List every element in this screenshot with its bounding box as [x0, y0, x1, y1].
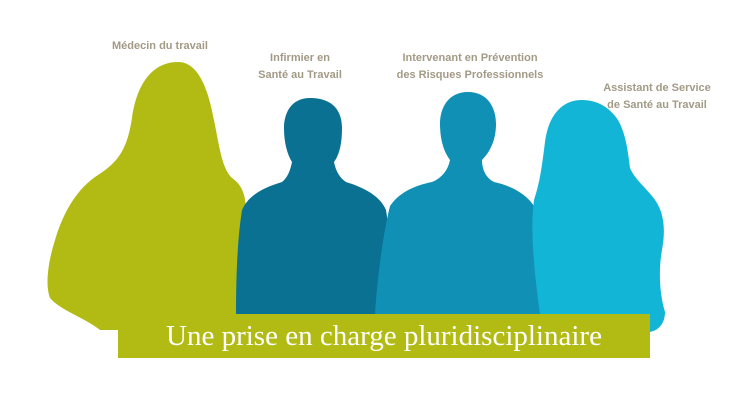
banner: Une prise en charge pluridisciplinaire: [118, 314, 650, 358]
label-infirmier-line1: Infirmier en: [270, 52, 330, 64]
label-assistant: Assistant de Service de Santé au Travail: [582, 80, 732, 114]
label-medecin: Médecin du travail: [90, 38, 230, 55]
label-medecin-line1: Médecin du travail: [112, 40, 208, 52]
label-ipr-line1: Intervenant en Prévention: [402, 52, 538, 64]
label-assistant-line1: Assistant de Service: [603, 82, 711, 94]
label-ipr: Intervenant en Prévention des Risques Pr…: [380, 50, 560, 84]
label-ipr-line2: des Risques Professionnels: [396, 69, 544, 81]
assistant-silhouette: [532, 100, 665, 332]
label-infirmier: Infirmier en Santé au Travail: [245, 50, 355, 84]
label-assistant-line2: de Santé au Travail: [607, 99, 707, 111]
infirmier-silhouette: [236, 98, 392, 314]
medecin-silhouette: [47, 62, 251, 330]
label-infirmier-line2: Santé au Travail: [258, 69, 342, 81]
ipr-silhouette: [375, 92, 545, 314]
banner-text: Une prise en charge pluridisciplinaire: [166, 320, 602, 352]
